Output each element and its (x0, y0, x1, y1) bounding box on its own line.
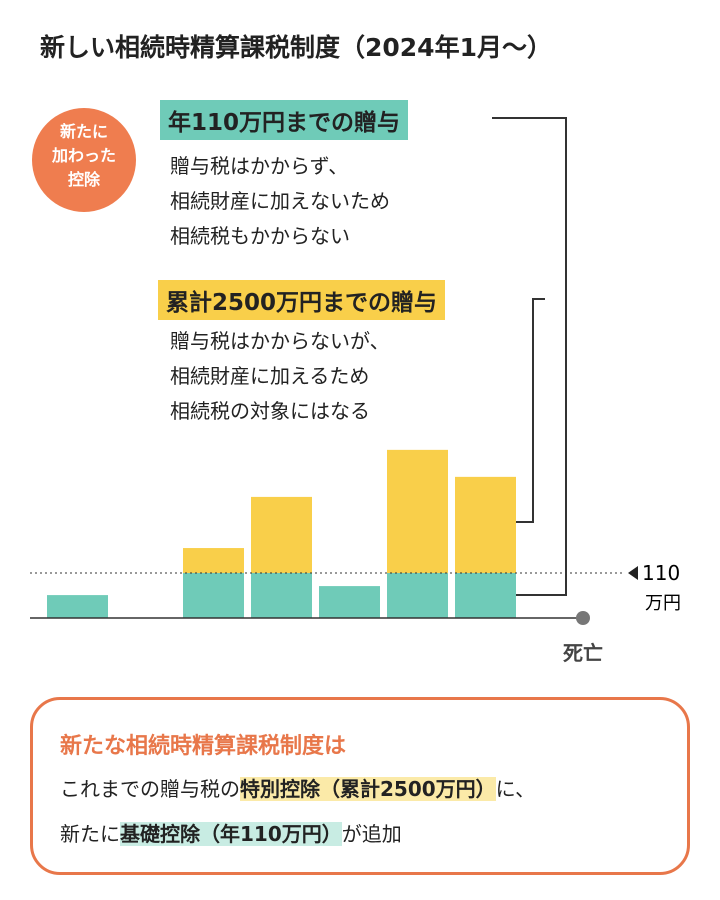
text: が追加 (341, 822, 402, 846)
bar-segment (47, 595, 108, 618)
end-label: 死亡 (563, 641, 603, 665)
bar-segment (251, 573, 312, 618)
reference-label: 110 (642, 561, 680, 585)
bar-segment (183, 548, 244, 573)
reference-marker (628, 566, 638, 580)
annotation-text: 相続財産に加えるため (170, 364, 370, 388)
annotation-heading: 年110万円までの贈与 (160, 100, 409, 140)
connector (512, 298, 545, 523)
text: に、 (495, 777, 536, 801)
bar-segment (387, 449, 448, 573)
highlight: 基礎控除（年110万円） (120, 822, 342, 846)
title: 新しい相続時精算課税制度（2024年1月〜） (40, 33, 552, 62)
summary-box (30, 697, 690, 875)
badge-circle (32, 108, 136, 212)
badge-text: 新たに (59, 122, 108, 141)
bar-segment (251, 496, 312, 573)
badge-text: 加わった (51, 146, 116, 165)
bar-segment (387, 573, 448, 618)
connector (492, 117, 567, 596)
annotation-text: 贈与税はかからないが、 (170, 329, 390, 353)
highlight: 特別控除（累計2500万円） (240, 777, 496, 801)
end-point (576, 611, 590, 625)
annotation-text: 贈与税はかからず、 (170, 154, 349, 178)
bar-segment (183, 573, 244, 618)
reference-unit: 万円 (645, 593, 681, 614)
annotation-text: 相続税の対象にはなる (170, 399, 370, 423)
summary-title: 新たな相続時精算課税制度は (60, 734, 347, 759)
annotation-text: 相続財産に加えないため (170, 189, 390, 213)
text: 新たに (60, 822, 120, 846)
annotation-text: 相続税もかからない (170, 224, 350, 248)
bar-segment (455, 573, 516, 618)
bar-segment (319, 586, 380, 618)
summary-line: 新たに基礎控除（年110万円）が追加 (60, 818, 402, 847)
summary-line: これまでの贈与税の特別控除（累計2500万円）に、 (60, 773, 535, 802)
badge-text: 控除 (67, 170, 100, 189)
annotation-heading: 累計2500万円までの贈与 (158, 280, 446, 320)
text: これまでの贈与税の (60, 777, 240, 801)
bar-segment (455, 476, 516, 573)
